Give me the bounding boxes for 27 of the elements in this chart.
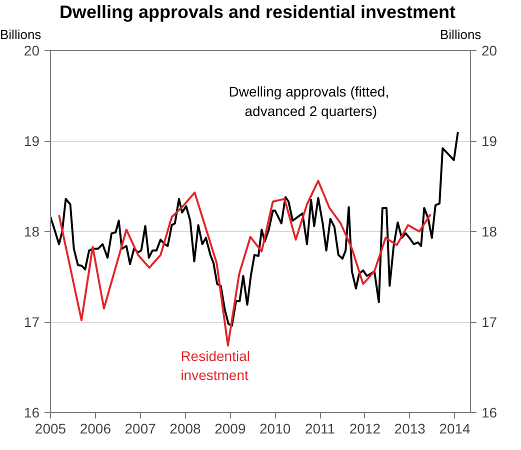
x-tick-label: 2014 (439, 420, 471, 436)
x-tick-label: 2007 (124, 420, 156, 436)
y-tick-label: 16 (24, 404, 40, 420)
y-tick-label: 18 (24, 224, 40, 240)
y2-tick-label: 20 (482, 42, 498, 58)
y-tick-label: 20 (24, 42, 40, 58)
x-tick-label: 2009 (214, 420, 246, 436)
chart-title: Dwelling approvals and residential investment (59, 1, 456, 24)
y-axis-title: Billions (0, 27, 42, 42)
line-series (58, 180, 432, 347)
x-tick-label: 2005 (34, 420, 66, 436)
x-tick-label: 2013 (394, 420, 426, 436)
y-tick-label: 17 (24, 314, 40, 330)
x-tick-label: 2012 (349, 420, 381, 436)
y2-tick-label: 18 (482, 224, 498, 240)
x-tick-label: 2008 (170, 420, 202, 436)
y2-tick-label: 19 (482, 133, 498, 149)
y2-tick-label: 16 (482, 404, 498, 420)
y-tick-label: 19 (24, 133, 40, 149)
y2-tick-label: 17 (482, 314, 498, 330)
x-tick-label: 2010 (260, 420, 291, 436)
x-tick-label: 2011 (304, 420, 336, 436)
y2-axis-title: Billions (440, 26, 482, 44)
text: Dwelling approvals (fitted, advanced 2 quarters) (228, 84, 390, 119)
series-label: Residential investment (180, 348, 250, 384)
x-tick-label: 2006 (80, 420, 112, 436)
line-series (50, 130, 459, 327)
